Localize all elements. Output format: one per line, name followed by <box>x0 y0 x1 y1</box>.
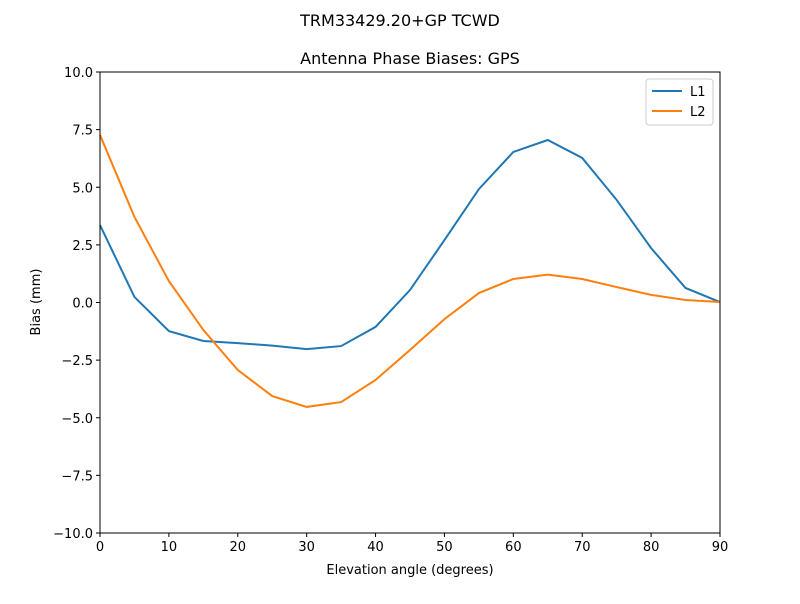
x-tick-label: 10 <box>161 540 178 555</box>
y-tick-label: 7.5 <box>72 124 93 139</box>
y-tick-label: −2.5 <box>61 354 93 369</box>
y-tick-label: −5.0 <box>61 412 93 427</box>
y-tick-label: −7.5 <box>61 469 93 484</box>
x-tick-label: 90 <box>712 540 729 555</box>
series-line-L1 <box>99 138 721 351</box>
chart-title: Antenna Phase Biases: GPS <box>300 49 520 68</box>
y-tick-label: −10.0 <box>53 527 93 542</box>
legend-label-L1: L1 <box>690 85 706 100</box>
x-tick-label: 20 <box>230 540 247 555</box>
x-tick-label: 80 <box>643 540 660 555</box>
x-tick-label: 60 <box>505 540 522 555</box>
x-tick-label: 0 <box>96 540 104 555</box>
y-tick-label: 0.0 <box>72 297 93 312</box>
legend-label-L2: L2 <box>690 105 706 120</box>
y-tick-label: 5.0 <box>72 181 93 196</box>
x-tick-label: 30 <box>298 540 315 555</box>
y-tick-label: 2.5 <box>72 239 93 254</box>
series-line-L2 <box>99 134 721 408</box>
x-tick-label: 40 <box>367 540 384 555</box>
x-tick-label: 70 <box>574 540 591 555</box>
y-tick-label: 10.0 <box>64 66 93 81</box>
x-axis-label: Elevation angle (degrees) <box>326 563 493 578</box>
plot-frame <box>99 71 721 534</box>
chart-suptitle: TRM33429.20+GP TCWD <box>299 11 500 30</box>
x-tick-label: 50 <box>436 540 453 555</box>
y-axis-label: Bias (mm) <box>29 269 44 336</box>
